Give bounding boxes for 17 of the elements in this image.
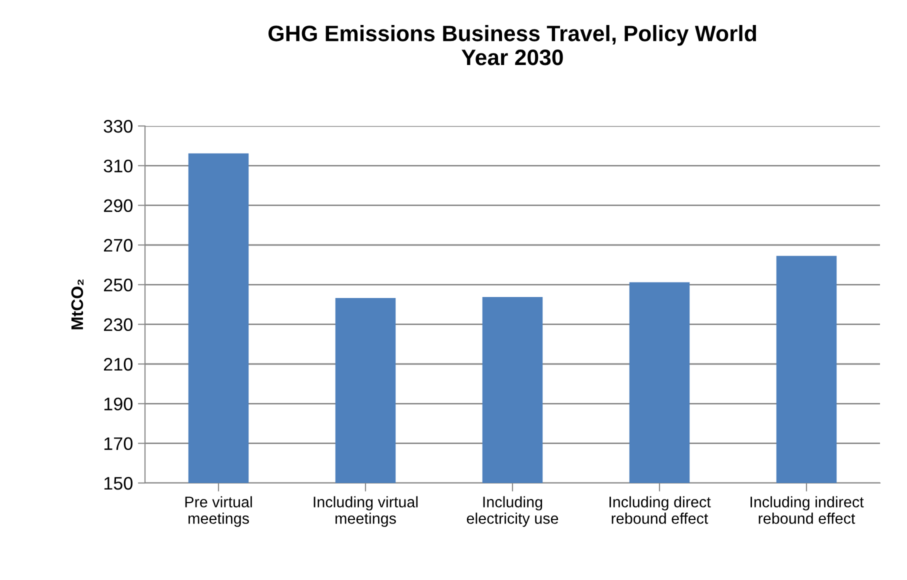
x-tick-label: Including electricity use: [466, 496, 558, 527]
y-tick-label: 270: [104, 238, 132, 252]
chart-title: GHG Emissions Business Travel, Policy World Year 2030: [268, 25, 756, 66]
x-tick-label: Pre virtual meetings: [185, 496, 252, 527]
y-tick-label: 330: [104, 120, 132, 133]
y-tick-label: 250: [104, 278, 132, 292]
y-tick-label: 310: [104, 160, 132, 172]
y-tick-label: 170: [104, 437, 132, 450]
y-tick-label: 210: [104, 358, 132, 371]
y-tick-label: 290: [104, 199, 132, 212]
y-tick-label: 230: [104, 318, 132, 332]
x-tick-label: Including direct rebound effect: [610, 496, 711, 524]
x-tick-label: Including indirect rebound effect: [750, 496, 864, 524]
y-tick-label: 190: [104, 398, 132, 410]
x-tick-label: Including virtual meetings: [314, 496, 418, 527]
y-axis-title: MtCO₂: [71, 279, 84, 330]
y-tick-label: 150: [104, 476, 132, 490]
